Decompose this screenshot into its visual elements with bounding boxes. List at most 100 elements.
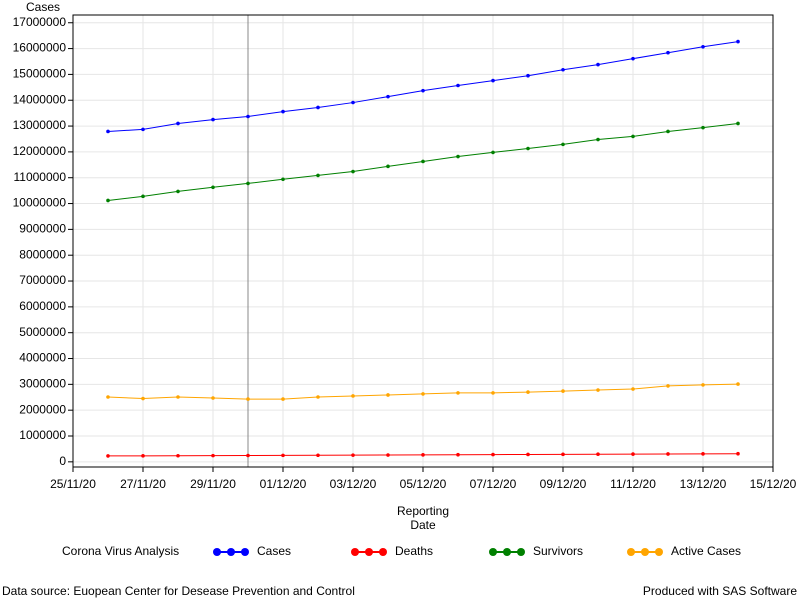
data-point [211, 396, 215, 400]
x-tick-label: 27/11/20 [120, 477, 166, 491]
footnote: Produced with SAS Software [643, 584, 797, 598]
y-tick-label: 4000000 [19, 351, 66, 365]
y-tick-label: 16000000 [13, 41, 67, 55]
y-tick-label: 10000000 [13, 196, 67, 210]
data-point [246, 453, 250, 458]
data-point [596, 62, 600, 67]
y-tick-label: 13000000 [13, 118, 67, 132]
data-point [211, 185, 215, 190]
x-axis-title: Reporting [397, 504, 449, 518]
y-axis-title: Cases [26, 0, 60, 14]
data-point [351, 394, 355, 398]
data-point [736, 382, 740, 386]
y-tick-label: 14000000 [13, 92, 67, 106]
legend-symbol [227, 548, 235, 556]
legend-label: Deaths [395, 544, 433, 558]
y-tick-label: 6000000 [19, 299, 66, 313]
legend-symbol [641, 548, 649, 556]
legend-symbol [503, 548, 511, 556]
data-point [736, 39, 740, 44]
data-point [211, 453, 215, 458]
y-tick-label: 8000000 [19, 247, 66, 261]
data-point [316, 395, 320, 399]
x-tick-label: 03/12/20 [330, 477, 377, 491]
legend-symbol [489, 548, 497, 556]
data-point [176, 189, 180, 194]
legend-symbol [379, 548, 387, 556]
data-point [666, 129, 670, 134]
data-point [246, 114, 250, 119]
data-point [386, 393, 390, 397]
data-point [561, 389, 565, 393]
data-point [456, 83, 460, 88]
y-tick-label: 7000000 [19, 273, 66, 287]
data-point [736, 121, 740, 126]
data-point [211, 117, 215, 122]
data-point [666, 384, 670, 388]
data-point [106, 198, 110, 203]
data-point [666, 452, 670, 456]
data-point [141, 454, 145, 458]
data-point [106, 129, 110, 134]
data-point [561, 67, 565, 72]
legend-label: Survivors [533, 544, 583, 558]
data-point [281, 397, 285, 401]
x-tick-label: 25/11/20 [50, 477, 96, 491]
legend-symbol [655, 548, 663, 556]
data-point [246, 181, 250, 186]
data-point [176, 453, 180, 458]
legend-symbol [241, 548, 249, 556]
data-point [456, 391, 460, 395]
data-point [491, 78, 495, 83]
data-point [701, 383, 705, 387]
data-point [351, 453, 355, 457]
data-point [526, 390, 530, 394]
data-point [281, 177, 285, 182]
data-point [281, 453, 285, 458]
data-point [736, 451, 740, 456]
x-axis-title: Date [410, 518, 436, 532]
data-point [631, 56, 635, 61]
x-tick-label: 29/11/20 [190, 477, 236, 491]
x-tick-label: 07/12/20 [470, 477, 517, 491]
x-tick-label: 05/12/20 [400, 477, 447, 491]
y-tick-label: 1000000 [19, 428, 66, 442]
x-tick-label: 11/12/20 [610, 477, 656, 491]
data-point [421, 392, 425, 396]
data-point [631, 452, 635, 456]
plot-frame [72, 14, 774, 468]
data-point [351, 100, 355, 105]
y-tick-label: 0 [59, 454, 66, 468]
data-point [386, 94, 390, 99]
y-tick-label: 5000000 [19, 325, 66, 339]
data-point [316, 453, 320, 458]
data-point [316, 105, 320, 110]
legend-symbol [213, 548, 221, 556]
data-point [141, 396, 145, 401]
y-tick-label: 15000000 [13, 67, 67, 81]
data-point [596, 452, 600, 457]
legend-label: Active Cases [671, 544, 741, 558]
data-point [561, 142, 565, 147]
legend-symbol [517, 548, 525, 556]
legend-symbol [627, 548, 635, 556]
data-point [701, 44, 705, 49]
data-point [421, 159, 425, 164]
legend-symbol [351, 548, 359, 556]
legend-symbol [365, 548, 373, 556]
data-point [491, 391, 495, 395]
data-point [631, 134, 635, 139]
data-point [351, 169, 355, 174]
data-point [421, 453, 425, 457]
data-point [631, 387, 635, 391]
data-point [316, 173, 320, 178]
data-point [491, 150, 495, 155]
data-point [386, 453, 390, 457]
data-point [246, 397, 250, 401]
y-tick-label: 2000000 [19, 402, 66, 416]
data-point [176, 395, 180, 399]
x-tick-label: 09/12/20 [540, 477, 587, 491]
data-point [281, 109, 285, 114]
data-point [526, 73, 530, 78]
